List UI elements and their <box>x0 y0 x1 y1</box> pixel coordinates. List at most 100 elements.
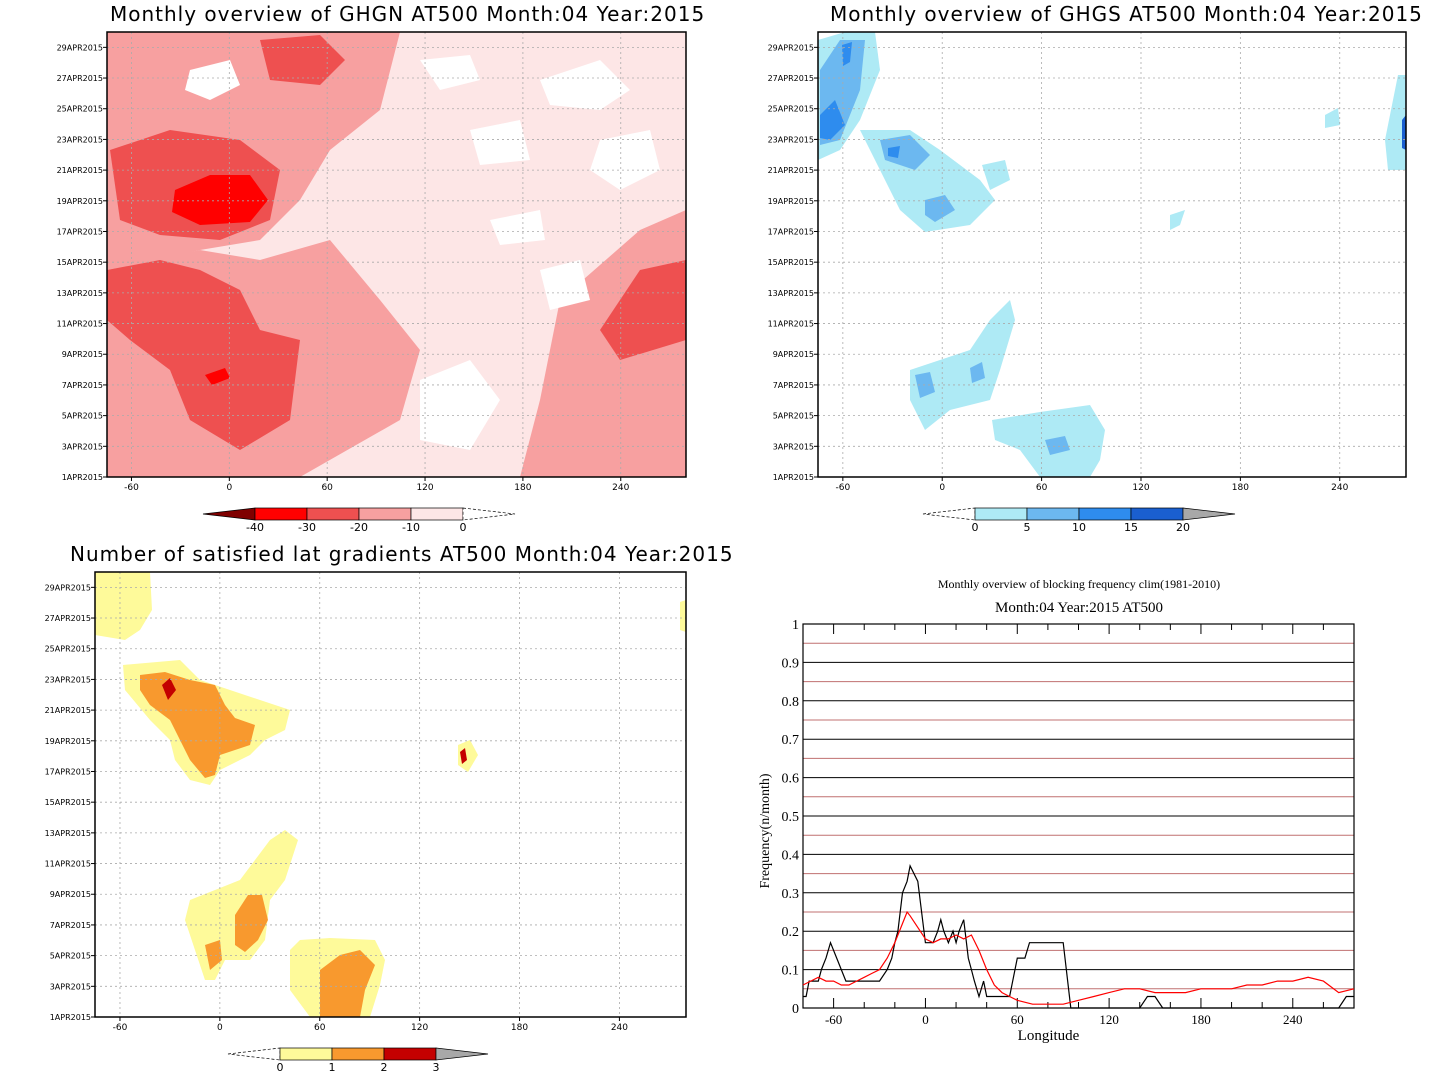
contour-region <box>590 130 660 190</box>
y-tick-label: 0.8 <box>782 695 800 710</box>
colorbar-label: 0 <box>277 1061 284 1074</box>
y-tick-label: 11APR2015 <box>45 860 91 869</box>
x-tick-label: 0 <box>226 483 232 493</box>
chart-title: Monthly overview of GHGN AT500 Month:04 … <box>110 2 706 26</box>
contour-region <box>420 55 480 90</box>
y-tick-label: 25APR2015 <box>45 645 91 654</box>
colorbar-label: -40 <box>246 521 264 534</box>
y-tick-label: 0.2 <box>782 925 800 940</box>
y-tick-label: 0.7 <box>782 733 800 748</box>
colorbar-label: 20 <box>1176 521 1190 534</box>
x-tick-label: 180 <box>514 483 531 493</box>
y-tick-label: 15APR2015 <box>57 258 103 267</box>
y-tick-label: 15APR2015 <box>45 798 91 807</box>
y-tick-label: 1APR2015 <box>50 1013 91 1022</box>
contour-region <box>205 368 230 385</box>
colorbar-label: 5 <box>1024 521 1031 534</box>
x-tick-label: -60 <box>124 483 139 493</box>
x-tick-label: -60 <box>825 1012 842 1027</box>
contour-region <box>107 260 300 450</box>
contour-region <box>172 175 268 225</box>
y-tick-label: 1APR2015 <box>773 473 814 482</box>
y-tick-label: 29APR2015 <box>768 43 814 52</box>
colorbar-box <box>1130 507 1184 521</box>
contour-region <box>205 940 222 970</box>
colorbar-box <box>1078 507 1132 521</box>
colorbar-box <box>254 507 308 521</box>
y-tick-label: 9APR2015 <box>50 890 91 899</box>
colorbar-box <box>331 1047 385 1061</box>
y-tick-label: 29APR2015 <box>45 583 91 592</box>
y-tick-label: 7APR2015 <box>50 921 91 930</box>
plot-frame <box>106 31 687 478</box>
colorbar-label: 10 <box>1072 521 1086 534</box>
y-tick-label: 0.9 <box>782 656 800 671</box>
lat-gradients-plot: -60 0 60 120 180 2401APR20153APR20155APR20157… <box>45 571 687 1074</box>
colorbar-extend-low <box>202 507 256 521</box>
contour-region <box>490 210 545 245</box>
y-tick-label: 27APR2015 <box>45 614 91 623</box>
contour-field <box>818 32 1406 477</box>
colorbar-label: -20 <box>350 521 368 534</box>
y-tick-label: 11APR2015 <box>768 320 814 329</box>
contour-region <box>842 42 852 66</box>
x-tick-label: 180 <box>511 1023 528 1033</box>
contour-region <box>1385 75 1406 170</box>
y-tick-label: 0.1 <box>782 964 800 979</box>
colorbar-extend-low <box>922 507 976 521</box>
contour-region <box>880 135 930 170</box>
colorbar-label: 1 <box>329 1061 336 1074</box>
x-tick-label: 240 <box>1331 483 1348 493</box>
contour-region <box>1325 108 1340 128</box>
y-tick-label: 21APR2015 <box>768 166 814 175</box>
x-tick-label: 240 <box>611 1023 628 1033</box>
x-axis-label: Longitude <box>1018 1028 1080 1044</box>
colorbar-label: 0 <box>972 521 979 534</box>
contour-region <box>540 60 630 110</box>
contour-region <box>982 160 1010 190</box>
y-tick-label: 13APR2015 <box>45 829 91 838</box>
contour-region <box>1170 210 1185 230</box>
y-tick-label: 7APR2015 <box>62 381 103 390</box>
colorbar-label: 0 <box>460 521 467 534</box>
y-tick-label: 5APR2015 <box>62 412 103 421</box>
contour-region <box>95 572 152 640</box>
panel-ghgn: Monthly overview of GHGN AT500 Month:04 … <box>0 0 720 540</box>
y-tick-label: 17APR2015 <box>57 227 103 236</box>
x-tick-label: 60 <box>1036 483 1048 493</box>
panel-blocking-frequency: Monthly overview of blocking frequency c… <box>720 540 1440 1091</box>
x-tick-label: 180 <box>1191 1012 1211 1027</box>
ghgn-plot: -60 0 60 120 180 240 1APR2015 3APR2015 5APR2015 7… <box>57 31 687 534</box>
ghgs-plot: -60 0 60 120 180 240 1APR2015 3APR2015 5APR2015 7… <box>768 31 1407 534</box>
y-tick-label: 3APR2015 <box>62 442 103 451</box>
x-tick-label: 60 <box>1011 1012 1024 1027</box>
colorbar: 0 5 10 15 20 <box>922 507 1236 534</box>
y-tick-label: 15APR2015 <box>768 258 814 267</box>
y-tick-label: 19APR2015 <box>45 737 91 746</box>
y-tick-label: 23APR2015 <box>45 675 91 684</box>
colorbar-extend-high <box>435 1047 489 1061</box>
blocking-frequency-plot: Monthly overview of blocking frequency c… <box>758 577 1355 1044</box>
chart-subtitle: Month:04 Year:2015 AT500 <box>995 600 1163 616</box>
x-tick-label: 0 <box>922 1012 929 1027</box>
panel-ghgs: Monthly overview of GHGS AT500 Month:04 … <box>720 0 1440 540</box>
colorbar-label: -30 <box>298 521 316 534</box>
colorbar: 0 1 2 3 <box>227 1047 489 1074</box>
y-tick-label: 3APR2015 <box>50 982 91 991</box>
contour-region <box>460 748 467 764</box>
x-tick-label: 0 <box>939 483 945 493</box>
contour-region <box>925 195 955 222</box>
x-tick-label: 120 <box>416 483 433 493</box>
x-tick-label: 180 <box>1232 483 1249 493</box>
y-tick-label: 5APR2015 <box>50 952 91 961</box>
colorbar-box <box>358 507 412 521</box>
y-tick-label: 27APR2015 <box>57 74 103 83</box>
y-tick-label: 21APR2015 <box>45 706 91 715</box>
panel-lat-gradients: Number of satisfied lat gradients AT500 … <box>0 540 733 1091</box>
y-tick-label: 0.4 <box>782 848 800 863</box>
contour-region <box>540 260 590 310</box>
y-tick-label: 0.6 <box>782 772 800 787</box>
y-tick-label: 7APR2015 <box>773 381 814 390</box>
y-tick-label: 19APR2015 <box>57 197 103 206</box>
colorbar-label: 3 <box>433 1061 440 1074</box>
